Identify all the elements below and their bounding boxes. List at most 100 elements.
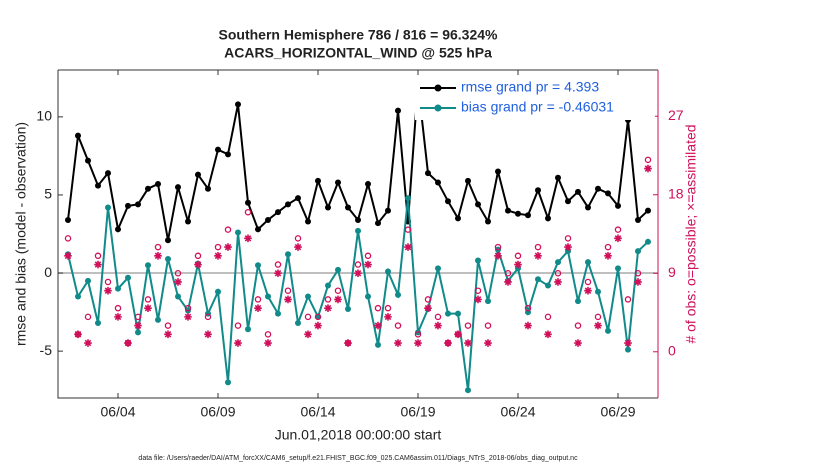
- data-point: [75, 132, 81, 139]
- possible-obs: [474, 287, 482, 294]
- data-point: [355, 216, 361, 223]
- data-point: [635, 248, 641, 255]
- data-point: [325, 282, 331, 289]
- data-point: [545, 215, 551, 222]
- assimilated-obs: [114, 313, 122, 321]
- data-point: [85, 157, 91, 164]
- data-point: [245, 326, 251, 333]
- assimilated-obs: [424, 304, 432, 312]
- data-point: [555, 259, 561, 266]
- data-point: [485, 298, 491, 305]
- data-point: [95, 182, 101, 189]
- possible-obs: [354, 261, 362, 268]
- assimilated-obs: [234, 339, 242, 347]
- possible-obs: [594, 313, 602, 321]
- possible-obs: [614, 226, 622, 233]
- data-point: [235, 229, 241, 236]
- possible-obs: [544, 313, 552, 321]
- data-point: [595, 185, 601, 192]
- assimilated-obs: [394, 339, 402, 347]
- possible-obs: [274, 261, 282, 268]
- assimilated-obs: [404, 243, 412, 251]
- assimilated-obs: [124, 339, 132, 347]
- assimilated-obs: [274, 269, 282, 278]
- data-point: [545, 282, 551, 289]
- y2-tick-label: 27: [668, 107, 684, 123]
- assimilated-obs: [444, 339, 452, 347]
- possible-obs: [324, 296, 332, 303]
- data-point: [425, 170, 431, 177]
- possible-obs: [214, 243, 222, 251]
- assimilated-obs: [214, 252, 222, 260]
- data-point: [325, 204, 331, 211]
- data-point: [365, 181, 371, 188]
- possible-obs: [554, 270, 562, 277]
- assimilated-obs: [494, 252, 502, 260]
- possible-obs: [414, 331, 422, 338]
- assimilated-obs: [334, 295, 342, 304]
- y-tick-label: -5: [40, 342, 53, 358]
- assimilated-obs: [544, 330, 552, 339]
- data-point: [615, 202, 621, 209]
- data-point: [305, 293, 311, 300]
- assimilated-obs: [364, 260, 372, 269]
- assimilated-obs: [264, 339, 272, 347]
- possible-obs: [394, 322, 402, 329]
- possible-obs: [564, 235, 572, 242]
- possible-obs: [434, 313, 442, 321]
- assimilated-obs: [304, 330, 312, 339]
- data-point: [185, 218, 191, 225]
- possible-obs: [304, 313, 312, 321]
- assimilated-obs: [554, 278, 562, 286]
- data-point: [375, 220, 381, 227]
- data-point: [535, 276, 541, 283]
- y2-tick-label: 18: [668, 185, 684, 201]
- possible-obs: [104, 278, 112, 286]
- data-point: [615, 265, 621, 272]
- assimilated-obs: [254, 304, 262, 312]
- data-point: [575, 298, 581, 305]
- assimilated-obs: [574, 339, 582, 347]
- possible-obs: [534, 243, 542, 251]
- assimilated-obs: [224, 243, 232, 251]
- data-point: [215, 146, 221, 153]
- possible-obs: [234, 322, 242, 329]
- assimilated-obs: [454, 330, 462, 339]
- possible-obs: [484, 322, 492, 329]
- y2-axis-label: # of obs: o=possible; ×=assimilated: [683, 124, 699, 343]
- assimilated-obs: [374, 321, 382, 330]
- y2-tick-label: 0: [668, 342, 676, 358]
- legend-marker: [434, 84, 442, 92]
- possible-obs: [604, 243, 612, 251]
- data-point: [565, 198, 571, 205]
- possible-obs: [254, 296, 262, 303]
- assimilated-obs: [134, 321, 142, 330]
- possible-obs: [264, 331, 272, 338]
- data-point: [465, 387, 471, 394]
- assimilated-obs: [564, 243, 572, 251]
- data-point: [395, 291, 401, 298]
- possible-obs: [294, 235, 302, 242]
- data-point: [115, 285, 121, 292]
- possible-obs: [424, 296, 432, 303]
- possible-obs: [94, 252, 102, 260]
- data-point: [225, 379, 231, 386]
- possible-obs: [464, 322, 472, 329]
- data-point: [245, 199, 251, 206]
- possible-obs: [64, 235, 72, 242]
- data-point: [435, 265, 441, 272]
- data-point: [255, 262, 261, 269]
- data-point: [125, 202, 131, 209]
- possible-obs: [374, 304, 382, 312]
- chart-subtitle: ACARS_HORIZONTAL_WIND @ 525 hPa: [224, 45, 492, 61]
- assimilated-obs: [344, 339, 352, 347]
- legend-label: rmse grand pr = 4.393: [461, 79, 599, 95]
- assimilated-obs: [314, 321, 322, 330]
- possible-obs: [584, 278, 592, 286]
- assimilated-obs: [324, 304, 332, 312]
- data-point: [555, 174, 561, 181]
- data-point: [405, 195, 411, 202]
- data-point: [605, 327, 611, 334]
- data-point: [85, 277, 91, 284]
- x-axis-label: Jun.01,2018 00:00:00 start: [275, 427, 442, 443]
